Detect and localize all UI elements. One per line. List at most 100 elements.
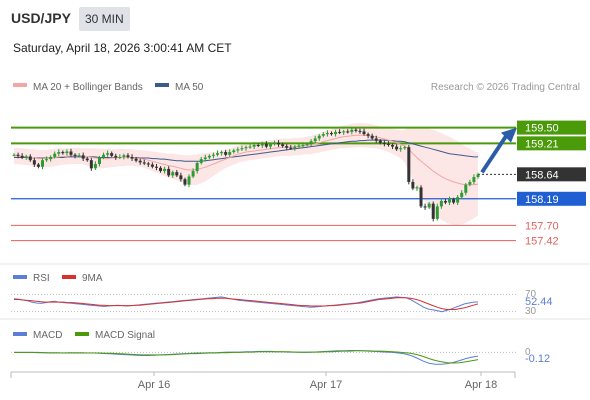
candle-body <box>305 143 309 145</box>
candle-body <box>411 181 415 189</box>
candle-body <box>329 133 333 135</box>
forecast-arrow-head <box>501 127 517 143</box>
candle-body <box>382 142 386 144</box>
rsi-line <box>13 296 479 313</box>
rsi-tick-70: 70 <box>525 289 537 300</box>
candle-body <box>69 151 73 155</box>
candle-body <box>167 168 171 176</box>
candle-body <box>134 158 138 161</box>
rsi-swatch <box>13 275 27 279</box>
level-box-pivot <box>517 191 586 206</box>
candle-body <box>81 155 85 159</box>
candle-body <box>220 152 224 154</box>
candle-body <box>183 179 187 185</box>
candle-body <box>228 152 232 155</box>
candle-body <box>32 160 36 165</box>
level-label-support: 157.42 <box>525 236 559 248</box>
candle-body <box>171 172 175 176</box>
candle-body <box>403 147 407 149</box>
candle-body <box>236 149 240 151</box>
candle-body <box>73 154 77 156</box>
candle-body <box>65 151 69 154</box>
candle-body <box>293 146 297 149</box>
candle-body <box>301 144 305 146</box>
candle-body <box>199 159 203 163</box>
candle-body <box>57 152 61 154</box>
candle-body <box>448 199 452 203</box>
candle-body <box>407 147 411 182</box>
moving-averages <box>14 134 479 186</box>
ma20-line <box>14 134 479 186</box>
candle-body <box>289 147 293 149</box>
candle-body <box>358 130 362 132</box>
candle-body <box>179 175 183 180</box>
ma50-legend-label: MA 50 <box>175 82 204 93</box>
candle-body <box>187 176 191 185</box>
macd-value-label: -0.12 <box>525 353 550 365</box>
candle-body <box>464 184 468 193</box>
candle-body <box>16 154 20 156</box>
candle-body <box>118 156 122 158</box>
candle-body <box>252 144 256 147</box>
candle-body <box>256 144 260 146</box>
candle-body <box>191 171 195 177</box>
macd-legend: MACD MACD Signal <box>13 330 155 341</box>
rsi-ma-line <box>14 297 479 310</box>
candle-body <box>61 152 65 154</box>
candle-body <box>309 141 313 144</box>
rsi-value-label: 52.44 <box>525 296 553 308</box>
candle-body <box>248 146 252 148</box>
candle-body <box>211 154 215 156</box>
time-axis-labels: Apr 16 Apr 17 Apr 18 <box>138 372 497 391</box>
datetime-label: Saturday, April 18, 2026 3:00:41 AM CET <box>13 41 232 55</box>
level-label-pivot: 158.19 <box>525 194 559 206</box>
rsi-plot <box>11 293 516 313</box>
candle-body <box>354 129 358 131</box>
candle-body <box>419 187 423 207</box>
candle-body <box>49 156 53 160</box>
timeframe-button[interactable]: 30 MIN <box>79 7 130 31</box>
candle-body <box>89 160 93 169</box>
candle-body <box>366 134 370 136</box>
candle-body <box>93 164 97 169</box>
candle-body <box>40 160 44 167</box>
level-label-support: 157.70 <box>525 220 559 232</box>
macd-legend-label: MACD <box>33 330 62 341</box>
rsi-ma-swatch <box>62 275 76 279</box>
candle-body <box>452 199 456 203</box>
candle-body <box>20 155 24 158</box>
candle-body <box>281 144 285 147</box>
candle-body <box>378 140 382 143</box>
candle-body <box>216 153 220 155</box>
candle-body <box>277 142 281 145</box>
candle-body <box>391 144 395 147</box>
pair-title: USD/JPY <box>11 10 71 26</box>
candle-body <box>175 172 179 176</box>
candle-body <box>207 155 211 158</box>
candle-body <box>313 138 317 142</box>
macd-plot <box>11 350 516 365</box>
candle-body <box>460 192 464 198</box>
ma50-line <box>14 139 478 162</box>
candle-body <box>122 155 126 157</box>
candle-body <box>146 163 150 165</box>
candle-body <box>36 164 40 167</box>
ma20-legend-label: MA 20 + Bollinger Bands <box>33 82 143 93</box>
rsi-ma-legend-label: 9MA <box>82 273 103 284</box>
candle-body <box>362 131 366 135</box>
candle-body <box>260 143 264 146</box>
candle-body <box>338 131 342 133</box>
candle-body <box>154 166 158 168</box>
main-legend: MA 20 + Bollinger Bands MA 50 Research ©… <box>13 82 580 93</box>
candle-body <box>272 142 276 144</box>
candle-body <box>325 133 329 135</box>
candle-body <box>244 147 248 149</box>
candle-body <box>142 162 146 164</box>
candle-body <box>130 156 134 159</box>
candle-body <box>374 138 378 141</box>
candle-body <box>370 135 374 139</box>
level-box-resistance <box>517 136 586 151</box>
candle-body <box>435 206 439 219</box>
candle-body <box>439 200 443 207</box>
